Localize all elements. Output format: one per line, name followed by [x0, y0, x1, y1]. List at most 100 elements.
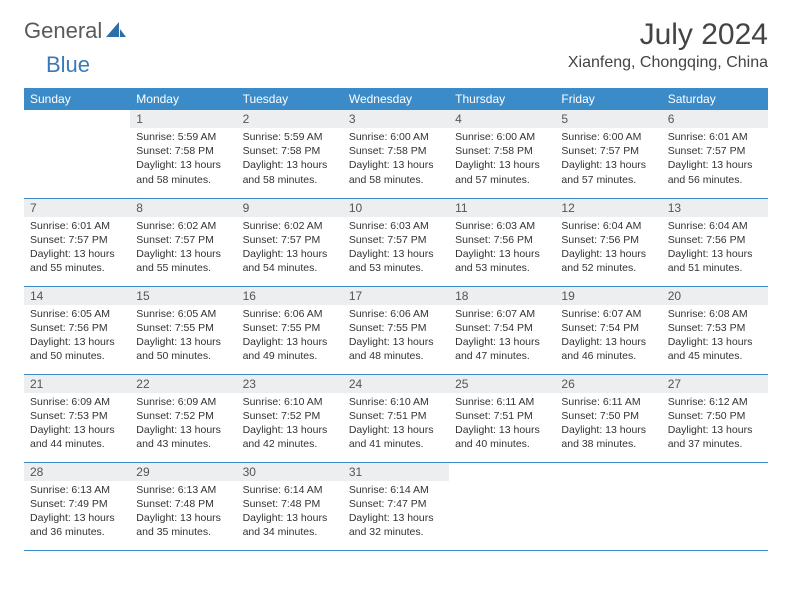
calendar-day-cell: 24Sunrise: 6:10 AMSunset: 7:51 PMDayligh… — [343, 374, 449, 462]
dow-header: Tuesday — [237, 88, 343, 110]
day-number: 12 — [555, 199, 661, 217]
day-info: Sunrise: 6:06 AMSunset: 7:55 PMDaylight:… — [343, 305, 449, 368]
day-info: Sunrise: 6:03 AMSunset: 7:56 PMDaylight:… — [449, 217, 555, 280]
calendar-day-cell: 6Sunrise: 6:01 AMSunset: 7:57 PMDaylight… — [662, 110, 768, 198]
dow-header: Thursday — [449, 88, 555, 110]
day-number: 4 — [449, 110, 555, 128]
month-title: July 2024 — [568, 18, 768, 52]
calendar-day-cell: 5Sunrise: 6:00 AMSunset: 7:57 PMDaylight… — [555, 110, 661, 198]
calendar-day-cell: 18Sunrise: 6:07 AMSunset: 7:54 PMDayligh… — [449, 286, 555, 374]
day-number: 14 — [24, 287, 130, 305]
day-number: 16 — [237, 287, 343, 305]
calendar-day-cell — [24, 110, 130, 198]
day-info: Sunrise: 6:02 AMSunset: 7:57 PMDaylight:… — [130, 217, 236, 280]
day-info: Sunrise: 6:00 AMSunset: 7:57 PMDaylight:… — [555, 128, 661, 191]
calendar-day-cell: 8Sunrise: 6:02 AMSunset: 7:57 PMDaylight… — [130, 198, 236, 286]
calendar-day-cell: 28Sunrise: 6:13 AMSunset: 7:49 PMDayligh… — [24, 462, 130, 550]
day-info: Sunrise: 6:01 AMSunset: 7:57 PMDaylight:… — [24, 217, 130, 280]
calendar-head: SundayMondayTuesdayWednesdayThursdayFrid… — [24, 88, 768, 110]
day-number: 20 — [662, 287, 768, 305]
day-info: Sunrise: 6:04 AMSunset: 7:56 PMDaylight:… — [555, 217, 661, 280]
day-number: 17 — [343, 287, 449, 305]
day-info: Sunrise: 6:05 AMSunset: 7:56 PMDaylight:… — [24, 305, 130, 368]
calendar-day-cell: 29Sunrise: 6:13 AMSunset: 7:48 PMDayligh… — [130, 462, 236, 550]
day-info: Sunrise: 6:13 AMSunset: 7:49 PMDaylight:… — [24, 481, 130, 544]
calendar-day-cell: 3Sunrise: 6:00 AMSunset: 7:58 PMDaylight… — [343, 110, 449, 198]
calendar-day-cell: 7Sunrise: 6:01 AMSunset: 7:57 PMDaylight… — [24, 198, 130, 286]
day-info: Sunrise: 6:08 AMSunset: 7:53 PMDaylight:… — [662, 305, 768, 368]
day-number — [449, 463, 555, 481]
calendar-day-cell: 12Sunrise: 6:04 AMSunset: 7:56 PMDayligh… — [555, 198, 661, 286]
day-info: Sunrise: 6:05 AMSunset: 7:55 PMDaylight:… — [130, 305, 236, 368]
day-number: 21 — [24, 375, 130, 393]
day-info: Sunrise: 6:07 AMSunset: 7:54 PMDaylight:… — [555, 305, 661, 368]
calendar-week-row: 14Sunrise: 6:05 AMSunset: 7:56 PMDayligh… — [24, 286, 768, 374]
day-number: 27 — [662, 375, 768, 393]
calendar-day-cell: 26Sunrise: 6:11 AMSunset: 7:50 PMDayligh… — [555, 374, 661, 462]
dow-header: Wednesday — [343, 88, 449, 110]
day-number: 29 — [130, 463, 236, 481]
day-number: 30 — [237, 463, 343, 481]
calendar-day-cell: 15Sunrise: 6:05 AMSunset: 7:55 PMDayligh… — [130, 286, 236, 374]
calendar-day-cell — [449, 462, 555, 550]
day-number: 19 — [555, 287, 661, 305]
day-number: 3 — [343, 110, 449, 128]
calendar-table: SundayMondayTuesdayWednesdayThursdayFrid… — [24, 88, 768, 551]
calendar-day-cell: 23Sunrise: 6:10 AMSunset: 7:52 PMDayligh… — [237, 374, 343, 462]
day-info: Sunrise: 6:10 AMSunset: 7:51 PMDaylight:… — [343, 393, 449, 456]
calendar-day-cell — [555, 462, 661, 550]
calendar-week-row: 21Sunrise: 6:09 AMSunset: 7:53 PMDayligh… — [24, 374, 768, 462]
day-number: 28 — [24, 463, 130, 481]
day-number: 31 — [343, 463, 449, 481]
day-number: 25 — [449, 375, 555, 393]
calendar-day-cell: 22Sunrise: 6:09 AMSunset: 7:52 PMDayligh… — [130, 374, 236, 462]
day-info: Sunrise: 6:11 AMSunset: 7:50 PMDaylight:… — [555, 393, 661, 456]
calendar-day-cell: 2Sunrise: 5:59 AMSunset: 7:58 PMDaylight… — [237, 110, 343, 198]
dow-header: Saturday — [662, 88, 768, 110]
calendar-day-cell: 31Sunrise: 6:14 AMSunset: 7:47 PMDayligh… — [343, 462, 449, 550]
day-number: 6 — [662, 110, 768, 128]
day-info: Sunrise: 6:04 AMSunset: 7:56 PMDaylight:… — [662, 217, 768, 280]
day-number: 23 — [237, 375, 343, 393]
calendar-day-cell: 14Sunrise: 6:05 AMSunset: 7:56 PMDayligh… — [24, 286, 130, 374]
title-block: July 2024 Xianfeng, Chongqing, China — [568, 18, 768, 72]
calendar-day-cell: 11Sunrise: 6:03 AMSunset: 7:56 PMDayligh… — [449, 198, 555, 286]
day-info: Sunrise: 6:00 AMSunset: 7:58 PMDaylight:… — [449, 128, 555, 191]
day-info: Sunrise: 6:14 AMSunset: 7:47 PMDaylight:… — [343, 481, 449, 544]
calendar-day-cell: 4Sunrise: 6:00 AMSunset: 7:58 PMDaylight… — [449, 110, 555, 198]
calendar-day-cell: 30Sunrise: 6:14 AMSunset: 7:48 PMDayligh… — [237, 462, 343, 550]
calendar-day-cell: 16Sunrise: 6:06 AMSunset: 7:55 PMDayligh… — [237, 286, 343, 374]
logo-text-blue: Blue — [46, 52, 90, 77]
day-info: Sunrise: 6:02 AMSunset: 7:57 PMDaylight:… — [237, 217, 343, 280]
logo-text-general: General — [24, 18, 102, 44]
day-number: 11 — [449, 199, 555, 217]
dow-header: Sunday — [24, 88, 130, 110]
dow-header: Friday — [555, 88, 661, 110]
day-info: Sunrise: 6:03 AMSunset: 7:57 PMDaylight:… — [343, 217, 449, 280]
logo: General — [24, 18, 128, 44]
day-number: 15 — [130, 287, 236, 305]
calendar-day-cell: 25Sunrise: 6:11 AMSunset: 7:51 PMDayligh… — [449, 374, 555, 462]
calendar-week-row: 7Sunrise: 6:01 AMSunset: 7:57 PMDaylight… — [24, 198, 768, 286]
day-info: Sunrise: 6:12 AMSunset: 7:50 PMDaylight:… — [662, 393, 768, 456]
dow-header: Monday — [130, 88, 236, 110]
calendar-day-cell: 9Sunrise: 6:02 AMSunset: 7:57 PMDaylight… — [237, 198, 343, 286]
day-number — [24, 110, 130, 128]
day-number: 1 — [130, 110, 236, 128]
day-info: Sunrise: 6:11 AMSunset: 7:51 PMDaylight:… — [449, 393, 555, 456]
logo-sail-icon — [106, 20, 126, 43]
calendar-day-cell: 20Sunrise: 6:08 AMSunset: 7:53 PMDayligh… — [662, 286, 768, 374]
day-number: 24 — [343, 375, 449, 393]
day-number: 18 — [449, 287, 555, 305]
calendar-day-cell: 19Sunrise: 6:07 AMSunset: 7:54 PMDayligh… — [555, 286, 661, 374]
day-number — [555, 463, 661, 481]
day-info: Sunrise: 6:09 AMSunset: 7:52 PMDaylight:… — [130, 393, 236, 456]
calendar-day-cell: 10Sunrise: 6:03 AMSunset: 7:57 PMDayligh… — [343, 198, 449, 286]
day-info: Sunrise: 6:00 AMSunset: 7:58 PMDaylight:… — [343, 128, 449, 191]
calendar-week-row: 1Sunrise: 5:59 AMSunset: 7:58 PMDaylight… — [24, 110, 768, 198]
day-number: 26 — [555, 375, 661, 393]
day-number: 7 — [24, 199, 130, 217]
day-info: Sunrise: 6:14 AMSunset: 7:48 PMDaylight:… — [237, 481, 343, 544]
day-number: 10 — [343, 199, 449, 217]
calendar-week-row: 28Sunrise: 6:13 AMSunset: 7:49 PMDayligh… — [24, 462, 768, 550]
